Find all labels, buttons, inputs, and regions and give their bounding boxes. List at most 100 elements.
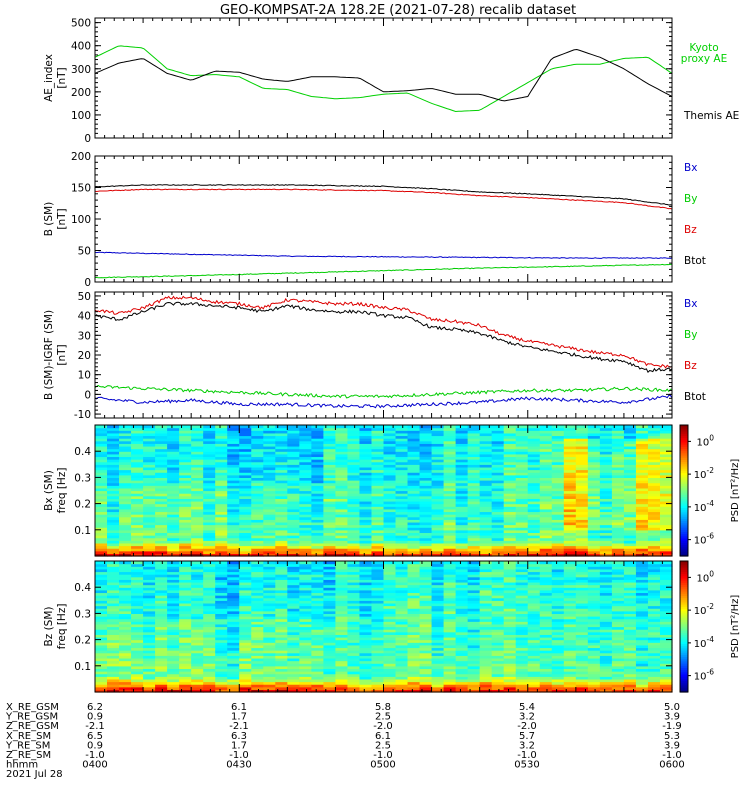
legend-btot: Btot bbox=[684, 255, 706, 267]
colorbar-tick-label: 10-4 bbox=[694, 499, 714, 514]
spectrogram bbox=[95, 561, 673, 693]
orbit-value: 6.5 bbox=[87, 731, 103, 742]
orbit-value: 2.5 bbox=[375, 740, 391, 751]
orbit-value: 5.0 bbox=[664, 702, 680, 713]
legend-by: By bbox=[684, 329, 697, 341]
panel-3: Bx By Bz Btot -10 0 10 20 30 40 50 B (SM)-IGRF (SM)… bbox=[43, 291, 706, 421]
y-tick-label: 0.1 bbox=[74, 525, 91, 537]
colorbar-tick-label: 10-6 bbox=[694, 668, 714, 683]
orbit-value: -2.1 bbox=[229, 721, 249, 732]
orbit-value: 6.1 bbox=[231, 702, 247, 713]
y-axis-label: Bx (SM) bbox=[43, 470, 55, 511]
orbit-value: 0600 bbox=[659, 760, 684, 771]
spectrogram bbox=[95, 425, 673, 557]
y-tick-label: 0.3 bbox=[74, 608, 91, 620]
colorbar-tick-label: 100 bbox=[696, 569, 714, 584]
series-line-by bbox=[95, 263, 672, 279]
colorbar-label: PSD [nT²/Hz] bbox=[730, 595, 741, 659]
y-tick-label: 500 bbox=[71, 18, 91, 30]
y-tick-label: 40 bbox=[78, 311, 91, 323]
colorbar: 100 10-2 10-4 10-6 PSD [nT²/Hz] bbox=[679, 424, 741, 557]
colorbar-tick-label: 100 bbox=[696, 433, 714, 448]
panel-1: Kyoto proxy AE Themis AE 0 100 200 300 400 500 AE… bbox=[43, 17, 739, 145]
orbit-row-label: Y_RE_SM bbox=[5, 740, 50, 751]
orbit-value: -1.0 bbox=[373, 750, 393, 761]
series-line-by bbox=[95, 384, 672, 399]
orbit-value: 5.8 bbox=[375, 702, 391, 713]
legend-kyoto: Kyoto proxy AE bbox=[681, 42, 727, 65]
orbit-row-label: X_RE_GSM bbox=[6, 702, 59, 713]
orbit-value: 3.9 bbox=[664, 740, 680, 751]
y-tick-label: 0.2 bbox=[74, 499, 91, 511]
y-tick-label: 10 bbox=[78, 370, 91, 382]
orbit-row-label: X_RE_SM bbox=[6, 731, 51, 742]
series-line-bx bbox=[95, 251, 672, 259]
y-tick-label: 0 bbox=[84, 133, 91, 145]
series-line-kyoto-proxy-ae bbox=[95, 45, 672, 113]
colorbar-tick-label: 10-2 bbox=[694, 466, 714, 481]
y-tick-label: 0.3 bbox=[74, 472, 91, 484]
y-axis-unit: [nT] bbox=[56, 208, 68, 229]
orbit-value: -1.0 bbox=[229, 750, 249, 761]
orbit-value: 3.2 bbox=[519, 740, 535, 751]
y-axis-unit: freq [Hz] bbox=[56, 468, 68, 514]
orbit-value: -1.0 bbox=[85, 750, 105, 761]
orbit-value: 1.7 bbox=[231, 740, 247, 751]
y-axis-unit: [nT] bbox=[56, 67, 68, 88]
y-axis-unit: [nT] bbox=[56, 344, 68, 365]
colorbar-label: PSD [nT²/Hz] bbox=[730, 459, 741, 523]
series-line-btot bbox=[95, 301, 672, 374]
y-tick-label: 0.4 bbox=[74, 582, 91, 594]
y-tick-label: 200 bbox=[71, 87, 91, 99]
y-axis-label: B (SM) bbox=[43, 202, 55, 236]
orbit-date: 2021 Jul 28 bbox=[6, 769, 63, 780]
y-tick-label: 100 bbox=[71, 214, 91, 226]
orbit-row-label: Y_RE_GSM bbox=[5, 712, 58, 723]
y-tick-label: 20 bbox=[78, 350, 91, 362]
legend-by: By bbox=[684, 193, 697, 205]
y-tick-label: 0.4 bbox=[74, 446, 91, 458]
orbit-value: 0.9 bbox=[87, 740, 103, 751]
y-axis-label: Bz (SM) bbox=[43, 607, 55, 647]
panel-4: 100 10-2 10-4 10-6 PSD [nT²/Hz] 0.1 0.2 0.3 0.4 B… bbox=[43, 424, 741, 557]
y-tick-label: 400 bbox=[71, 41, 91, 53]
legend-bz: Bz bbox=[684, 360, 697, 372]
orbit-row-label: Z_RE_SM bbox=[6, 750, 51, 761]
y-axis-label: B (SM)-IGRF (SM) bbox=[43, 310, 55, 400]
orbit-value: 3.9 bbox=[664, 712, 680, 723]
orbit-value: 1.7 bbox=[231, 712, 247, 723]
series-line-themis-ae bbox=[95, 48, 672, 102]
orbit-value: -2.0 bbox=[517, 721, 537, 732]
orbit-value: 5.7 bbox=[519, 731, 535, 742]
orbit-value: -1.9 bbox=[662, 721, 682, 732]
orbit-value: 5.4 bbox=[519, 702, 535, 713]
colorbar: 100 10-2 10-4 10-6 PSD [nT²/Hz] bbox=[679, 560, 741, 693]
series-line-bz bbox=[95, 188, 672, 210]
orbit-value: 0400 bbox=[82, 760, 107, 771]
y-axis-label: AE_index bbox=[43, 54, 55, 102]
orbit-value: -1.0 bbox=[517, 750, 537, 761]
orbit-value: 6.3 bbox=[231, 731, 247, 742]
y-tick-label: 200 bbox=[71, 151, 91, 163]
colorbar-tick-label: 10-2 bbox=[694, 602, 714, 617]
orbit-value: 6.1 bbox=[375, 731, 391, 742]
orbit-value: -2.1 bbox=[85, 721, 105, 732]
orbit-value: 6.2 bbox=[87, 702, 103, 713]
series-line-btot bbox=[95, 184, 672, 206]
legend-bx: Bx bbox=[684, 298, 697, 310]
y-tick-label: 100 bbox=[71, 110, 91, 122]
y-tick-label: 0.1 bbox=[74, 661, 91, 673]
panel-5: 100 10-2 10-4 10-6 PSD [nT²/Hz] 0.1 0.2 0.3 0.4 B… bbox=[43, 560, 741, 693]
legend-btot: Btot bbox=[684, 391, 706, 403]
orbit-row-label: Z_RE_GSM bbox=[6, 721, 59, 732]
y-tick-label: 50 bbox=[78, 246, 91, 258]
orbit-value: 0530 bbox=[514, 760, 539, 771]
legend-bz: Bz bbox=[684, 224, 697, 236]
figure-title: GEO-KOMPSAT-2A 128.2E (2021-07-28) recal… bbox=[220, 3, 576, 18]
y-tick-label: 0 bbox=[84, 277, 91, 289]
orbit-value: 3.2 bbox=[519, 712, 535, 723]
colorbar-tick-label: 10-6 bbox=[694, 532, 714, 547]
y-axis-unit: freq [Hz] bbox=[56, 604, 68, 650]
legend-themis: Themis AE bbox=[683, 110, 739, 122]
